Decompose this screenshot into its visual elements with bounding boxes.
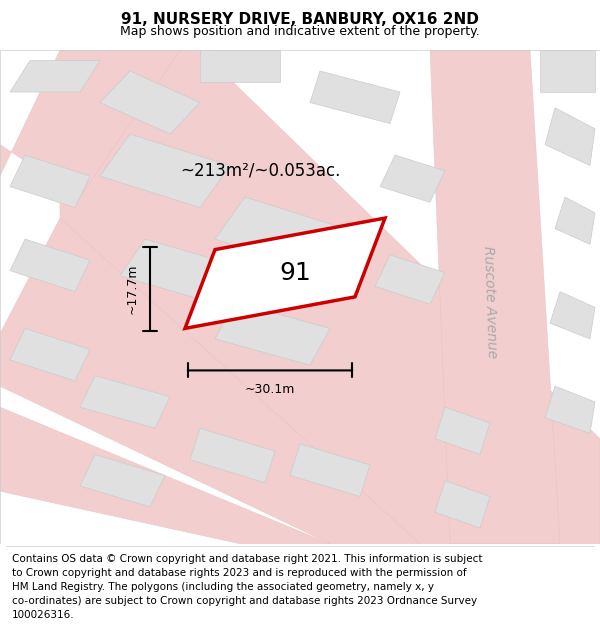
Text: co-ordinates) are subject to Crown copyright and database rights 2023 Ordnance S: co-ordinates) are subject to Crown copyr…: [12, 596, 477, 606]
Polygon shape: [100, 134, 230, 208]
Polygon shape: [10, 328, 90, 381]
Polygon shape: [375, 255, 445, 304]
Polygon shape: [0, 407, 330, 544]
Text: HM Land Registry. The polygons (including the associated geometry, namely x, y: HM Land Registry. The polygons (includin…: [12, 582, 434, 592]
Polygon shape: [120, 239, 235, 302]
Polygon shape: [0, 50, 180, 197]
Polygon shape: [185, 218, 385, 328]
Polygon shape: [215, 197, 345, 271]
Polygon shape: [310, 71, 400, 124]
Text: 100026316.: 100026316.: [12, 611, 74, 621]
Text: 91, NURSERY DRIVE, BANBURY, OX16 2ND: 91, NURSERY DRIVE, BANBURY, OX16 2ND: [121, 12, 479, 28]
Text: Ruscote Avenue: Ruscote Avenue: [481, 246, 499, 359]
Polygon shape: [10, 239, 90, 292]
Polygon shape: [430, 50, 560, 544]
Polygon shape: [555, 197, 595, 244]
Polygon shape: [540, 50, 595, 92]
Polygon shape: [10, 155, 90, 208]
Polygon shape: [215, 302, 330, 365]
Text: to Crown copyright and database rights 2023 and is reproduced with the permissio: to Crown copyright and database rights 2…: [12, 568, 467, 578]
Polygon shape: [200, 50, 280, 81]
Polygon shape: [0, 218, 420, 544]
Polygon shape: [545, 386, 595, 434]
Text: ~30.1m: ~30.1m: [245, 383, 295, 396]
Polygon shape: [60, 50, 600, 544]
Polygon shape: [435, 481, 490, 528]
Polygon shape: [545, 107, 595, 166]
Text: 91: 91: [279, 261, 311, 285]
Polygon shape: [100, 71, 200, 134]
Polygon shape: [290, 444, 370, 496]
Polygon shape: [550, 292, 595, 339]
Text: Map shows position and indicative extent of the property.: Map shows position and indicative extent…: [120, 24, 480, 38]
Polygon shape: [80, 454, 165, 507]
Text: Contains OS data © Crown copyright and database right 2021. This information is : Contains OS data © Crown copyright and d…: [12, 554, 482, 564]
Polygon shape: [380, 155, 445, 202]
Polygon shape: [10, 61, 100, 92]
Polygon shape: [80, 376, 170, 428]
Polygon shape: [435, 407, 490, 454]
Text: ~213m²/~0.053ac.: ~213m²/~0.053ac.: [180, 162, 340, 180]
Polygon shape: [190, 428, 275, 483]
Text: ~17.7m: ~17.7m: [125, 264, 139, 314]
